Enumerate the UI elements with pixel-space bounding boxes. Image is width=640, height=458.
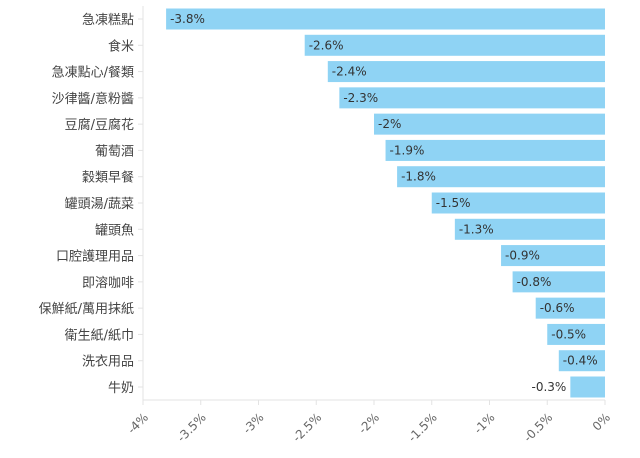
x-tick-label: -2% bbox=[356, 410, 382, 436]
value-label: -0.4% bbox=[563, 354, 598, 368]
value-label: -3.8% bbox=[170, 12, 205, 26]
category-label: 穀類早餐 bbox=[82, 170, 134, 186]
bar bbox=[385, 139, 605, 161]
bar bbox=[454, 218, 605, 240]
bar bbox=[397, 166, 605, 188]
value-label: -1.5% bbox=[436, 196, 471, 210]
category-label: 即溶咖啡 bbox=[82, 276, 134, 291]
value-label: -2.4% bbox=[332, 65, 367, 79]
bar bbox=[304, 34, 605, 56]
x-tick-label: -3.5% bbox=[174, 410, 209, 445]
category-label: 罐頭湯/蔬菜 bbox=[65, 197, 134, 212]
category-label: 罐頭魚 bbox=[95, 223, 134, 238]
value-label: -0.8% bbox=[517, 275, 552, 289]
category-label: 衛生紙/紙巾 bbox=[65, 328, 134, 343]
category-label: 急凍糕點 bbox=[82, 12, 134, 28]
category-label: 葡萄酒 bbox=[95, 144, 134, 159]
value-label: -0.6% bbox=[540, 301, 575, 315]
bar bbox=[374, 113, 605, 135]
x-tick-label: -1.5% bbox=[405, 410, 440, 445]
x-tick-label: -4% bbox=[125, 410, 151, 436]
category-label: 保鮮紙/萬用抹紙 bbox=[39, 302, 134, 317]
value-label: -2% bbox=[378, 117, 401, 131]
bar bbox=[535, 297, 605, 319]
value-label: -0.5% bbox=[551, 327, 586, 341]
bar bbox=[501, 245, 605, 267]
value-label: -1.9% bbox=[390, 143, 425, 157]
bar bbox=[570, 376, 605, 398]
value-label: -0.3% bbox=[532, 380, 567, 394]
bar bbox=[327, 61, 605, 83]
category-label: 牛奶 bbox=[108, 381, 134, 396]
bar bbox=[431, 192, 605, 214]
bar bbox=[339, 87, 605, 109]
bar bbox=[166, 8, 605, 30]
x-tick-label: 0% bbox=[590, 410, 613, 433]
bar bbox=[547, 323, 605, 345]
bar bbox=[558, 350, 605, 372]
category-label: 急凍點心/餐類 bbox=[52, 65, 134, 81]
bar bbox=[512, 271, 605, 293]
x-tick-label: -3% bbox=[240, 410, 266, 436]
value-label: -1.8% bbox=[401, 170, 436, 184]
value-label: -1.3% bbox=[459, 222, 494, 236]
value-label: -2.3% bbox=[343, 91, 378, 105]
x-tick-label: -2.5% bbox=[290, 410, 325, 445]
category-label: 洗衣用品 bbox=[82, 354, 134, 370]
category-label: 沙律醬/意粉醬 bbox=[52, 91, 134, 107]
category-label: 豆腐/豆腐花 bbox=[65, 117, 134, 133]
x-tick-label: -1% bbox=[471, 410, 497, 436]
category-label: 食米 bbox=[108, 38, 134, 54]
category-label: 口腔護理用品 bbox=[56, 249, 134, 265]
x-tick-label: -0.5% bbox=[521, 410, 556, 445]
value-label: -2.6% bbox=[309, 38, 344, 52]
value-label: -0.9% bbox=[505, 249, 540, 263]
